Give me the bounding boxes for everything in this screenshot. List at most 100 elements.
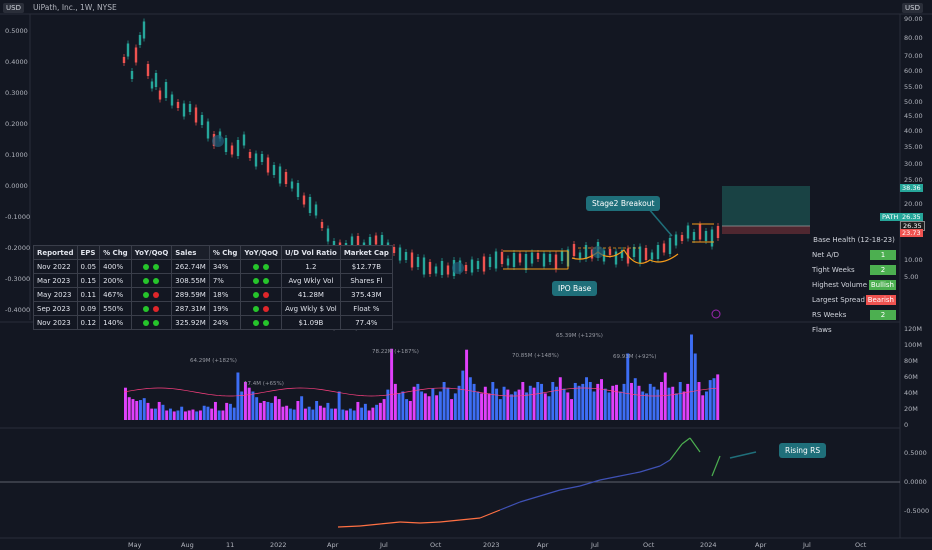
fundamentals-header: % Chg xyxy=(99,245,132,260)
volume-bar xyxy=(630,382,633,420)
green-status-dot xyxy=(143,319,150,326)
price-tag-target: 38.36 xyxy=(900,184,923,192)
price-candle xyxy=(524,251,528,273)
currency-left[interactable]: USD xyxy=(3,3,24,13)
price-candle xyxy=(164,79,168,101)
volume-bar xyxy=(255,397,259,420)
price-candle xyxy=(548,251,552,265)
volume-bar xyxy=(135,401,139,420)
rs-line-segment xyxy=(499,501,521,511)
volume-bar xyxy=(217,410,221,420)
volume-bar xyxy=(326,402,330,420)
volume-bar xyxy=(525,392,529,420)
volAxis-label: 60M xyxy=(904,373,918,381)
table-cell xyxy=(130,315,173,330)
price-candle xyxy=(266,154,270,176)
volume-bar xyxy=(603,388,607,420)
rs-line-segment xyxy=(519,495,541,503)
volume-bar xyxy=(367,410,371,420)
stage2-breakout-callout[interactable]: Stage2 Breakout xyxy=(586,196,661,211)
time-axis-label: Apr xyxy=(327,541,339,549)
right-axis-label: 45.00 xyxy=(904,112,923,120)
volume-bar xyxy=(236,372,240,420)
right-axis-label: 40.00 xyxy=(904,127,923,135)
volume-bar xyxy=(412,386,416,420)
price-candle xyxy=(314,201,318,219)
price-candle xyxy=(138,32,142,48)
volume-bar xyxy=(408,401,412,420)
green-status-dot xyxy=(263,319,270,326)
volume-bar xyxy=(686,383,690,420)
time-axis-label: Jul xyxy=(803,541,811,549)
rs-line-segment xyxy=(559,485,581,491)
volume-bar xyxy=(333,408,337,420)
price-candle xyxy=(122,54,126,66)
price-candle xyxy=(206,118,210,142)
price-candle xyxy=(154,70,158,90)
right-axis-label: 5.00 xyxy=(904,273,919,281)
table-cell xyxy=(240,287,282,302)
volume-bar xyxy=(292,409,296,420)
price-candle xyxy=(428,259,432,277)
green-status-dot xyxy=(253,277,260,284)
price-candle xyxy=(188,101,192,115)
table-cell xyxy=(240,273,282,288)
right-axis-label: 50.00 xyxy=(904,98,923,106)
price-candle xyxy=(704,228,708,244)
volume-bar xyxy=(296,401,300,420)
ipo-base-callout[interactable]: IPO Base xyxy=(552,281,598,296)
volume-label: 70.85M (+148%) xyxy=(512,353,559,359)
price-candle xyxy=(142,18,146,42)
base-health-row: Net A/D 1 xyxy=(812,248,896,261)
volume-bar xyxy=(431,388,435,420)
volume-bar xyxy=(656,389,660,420)
volume-bar xyxy=(191,409,195,420)
price-candle xyxy=(284,169,288,187)
volume-bar xyxy=(382,399,386,420)
table-cell xyxy=(240,259,282,274)
right-axis-label: 70.00 xyxy=(904,52,923,60)
volume-bar xyxy=(495,388,499,420)
volume-bar xyxy=(513,391,517,420)
green-status-dot xyxy=(143,263,150,270)
red-status-dot xyxy=(153,291,160,298)
volume-label: 69.93M (+92%) xyxy=(613,354,656,360)
price-candle xyxy=(632,244,636,260)
volume-bar xyxy=(210,408,214,420)
volume-bar xyxy=(168,408,172,420)
price-candle xyxy=(146,61,150,79)
volume-bar xyxy=(562,388,566,420)
base-health-value: 2 xyxy=(870,309,896,320)
time-axis-label: Oct xyxy=(855,541,867,549)
volume-bar xyxy=(483,386,487,420)
volume-bar xyxy=(270,402,274,420)
volume-bar xyxy=(348,408,352,420)
volAxis-label: 100M xyxy=(904,341,923,349)
volume-bar xyxy=(225,402,229,420)
volume-bar xyxy=(435,395,439,420)
volume-bar xyxy=(558,377,562,420)
time-axis-label: Aug xyxy=(181,541,194,549)
table-cell: 287.31M xyxy=(171,301,210,316)
price-candle xyxy=(470,256,474,276)
volume-bar xyxy=(585,377,589,420)
volume-bar xyxy=(240,391,244,420)
fundamentals-header: % Chg xyxy=(208,245,242,260)
volume-bar xyxy=(528,385,532,420)
time-axis-label: 11 xyxy=(226,541,235,549)
table-cell: Nov 2022 xyxy=(33,259,78,274)
table-row: Sep 2023 0.09 550% 287.31M 19% Avg Wkly $ Vol… xyxy=(33,301,393,316)
table-cell: 0.11 xyxy=(76,287,101,302)
rising-rs-callout[interactable]: Rising RS xyxy=(779,443,827,458)
table-cell: 140% xyxy=(99,315,132,330)
volume-bar xyxy=(701,395,705,420)
price-candle xyxy=(254,150,258,170)
table-cell: 34% xyxy=(208,259,242,274)
volume-bar xyxy=(645,393,648,420)
volume-bar xyxy=(446,387,450,420)
symbol-title: UiPath, Inc., 1W, NYSE xyxy=(33,3,117,12)
leftAxis-label: 0.1000 xyxy=(5,151,28,159)
currency-right[interactable]: USD xyxy=(902,3,923,13)
price-candle xyxy=(620,247,624,261)
